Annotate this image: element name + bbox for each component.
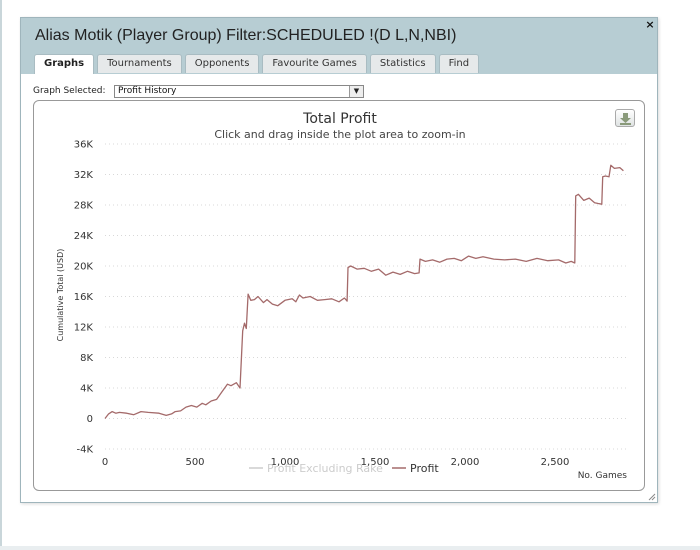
close-icon[interactable]: ×: [645, 18, 655, 31]
y-tick-label: 20K: [74, 262, 94, 273]
y-tick-label: 0: [87, 414, 93, 425]
x-axis-label: No. Games: [578, 471, 628, 481]
background-panel-edge: [0, 0, 2, 550]
player-stats-dialog: Alias Motik (Player Group) Filter:SCHEDU…: [20, 17, 658, 503]
tab-tournaments[interactable]: Tournaments: [97, 54, 182, 73]
tab-graphs[interactable]: Graphs: [34, 54, 95, 74]
series-lines: [104, 164, 624, 419]
download-chart-button[interactable]: [615, 109, 635, 127]
dialog-titlebar[interactable]: Alias Motik (Player Group) Filter:SCHEDU…: [21, 18, 657, 74]
x-tick-label: 500: [185, 457, 204, 468]
y-tick-label: 8K: [80, 353, 93, 364]
graph-select-label: Graph Selected:: [33, 86, 106, 96]
y-tick-label: 4K: [80, 384, 93, 395]
y-tick-label: 36K: [74, 140, 94, 151]
chart-panel: Total Profit Click and drag inside the p…: [33, 100, 645, 491]
x-tick-label: 2,000: [451, 457, 480, 468]
legend-item-label[interactable]: Profit Excluding Rake: [267, 462, 383, 475]
tab-statistics[interactable]: Statistics: [369, 54, 436, 73]
y-tick-label: 24K: [74, 231, 94, 242]
y-tick-label: 12K: [74, 323, 94, 334]
grid-lines: [105, 143, 627, 450]
resize-grip-icon[interactable]: [648, 493, 656, 501]
graph-select-dropdown[interactable]: Profit History ▼: [114, 85, 364, 98]
dropdown-arrow-icon[interactable]: ▼: [349, 86, 363, 97]
download-icon: [620, 113, 631, 125]
chart-title: Total Profit: [302, 111, 377, 127]
chart-subtitle: Click and drag inside the plot area to z…: [214, 128, 465, 141]
y-tick-label: 16K: [74, 292, 94, 303]
y-tick-label: -4K: [76, 445, 93, 456]
legend-item-label[interactable]: Profit: [410, 462, 439, 475]
x-tick-label: 1,000: [271, 457, 300, 468]
y-tick-label: 28K: [74, 201, 94, 212]
tab-bar: Graphs Tournaments Opponents Favourite G…: [34, 54, 480, 74]
y-tick-labels: -4K 0 4K 8K 12K 16K 20K 24K 28K 32K 36K: [74, 140, 94, 456]
chart-legend: Profit Excluding Rake Profit: [249, 462, 439, 475]
x-tick-label: 2,500: [541, 457, 570, 468]
x-tick-label: 0: [102, 457, 108, 468]
tab-favourite-games[interactable]: Favourite Games: [262, 54, 367, 73]
series-line-profit[interactable]: [104, 164, 624, 419]
graph-select-value: Profit History: [118, 86, 177, 96]
x-tick-label: 1,500: [361, 457, 390, 468]
background-panel-bottom: [0, 546, 700, 550]
y-tick-label: 32K: [74, 170, 94, 181]
x-tick-labels: 0 500 1,000 1,500 2,000 2,500: [102, 457, 570, 468]
y-axis-label: Cumulative Total (USD): [56, 249, 65, 342]
dialog-title: Alias Motik (Player Group) Filter:SCHEDU…: [35, 27, 457, 44]
tab-find[interactable]: Find: [438, 54, 480, 73]
tab-opponents[interactable]: Opponents: [184, 54, 260, 73]
profit-chart[interactable]: Total Profit Click and drag inside the p…: [34, 101, 644, 490]
